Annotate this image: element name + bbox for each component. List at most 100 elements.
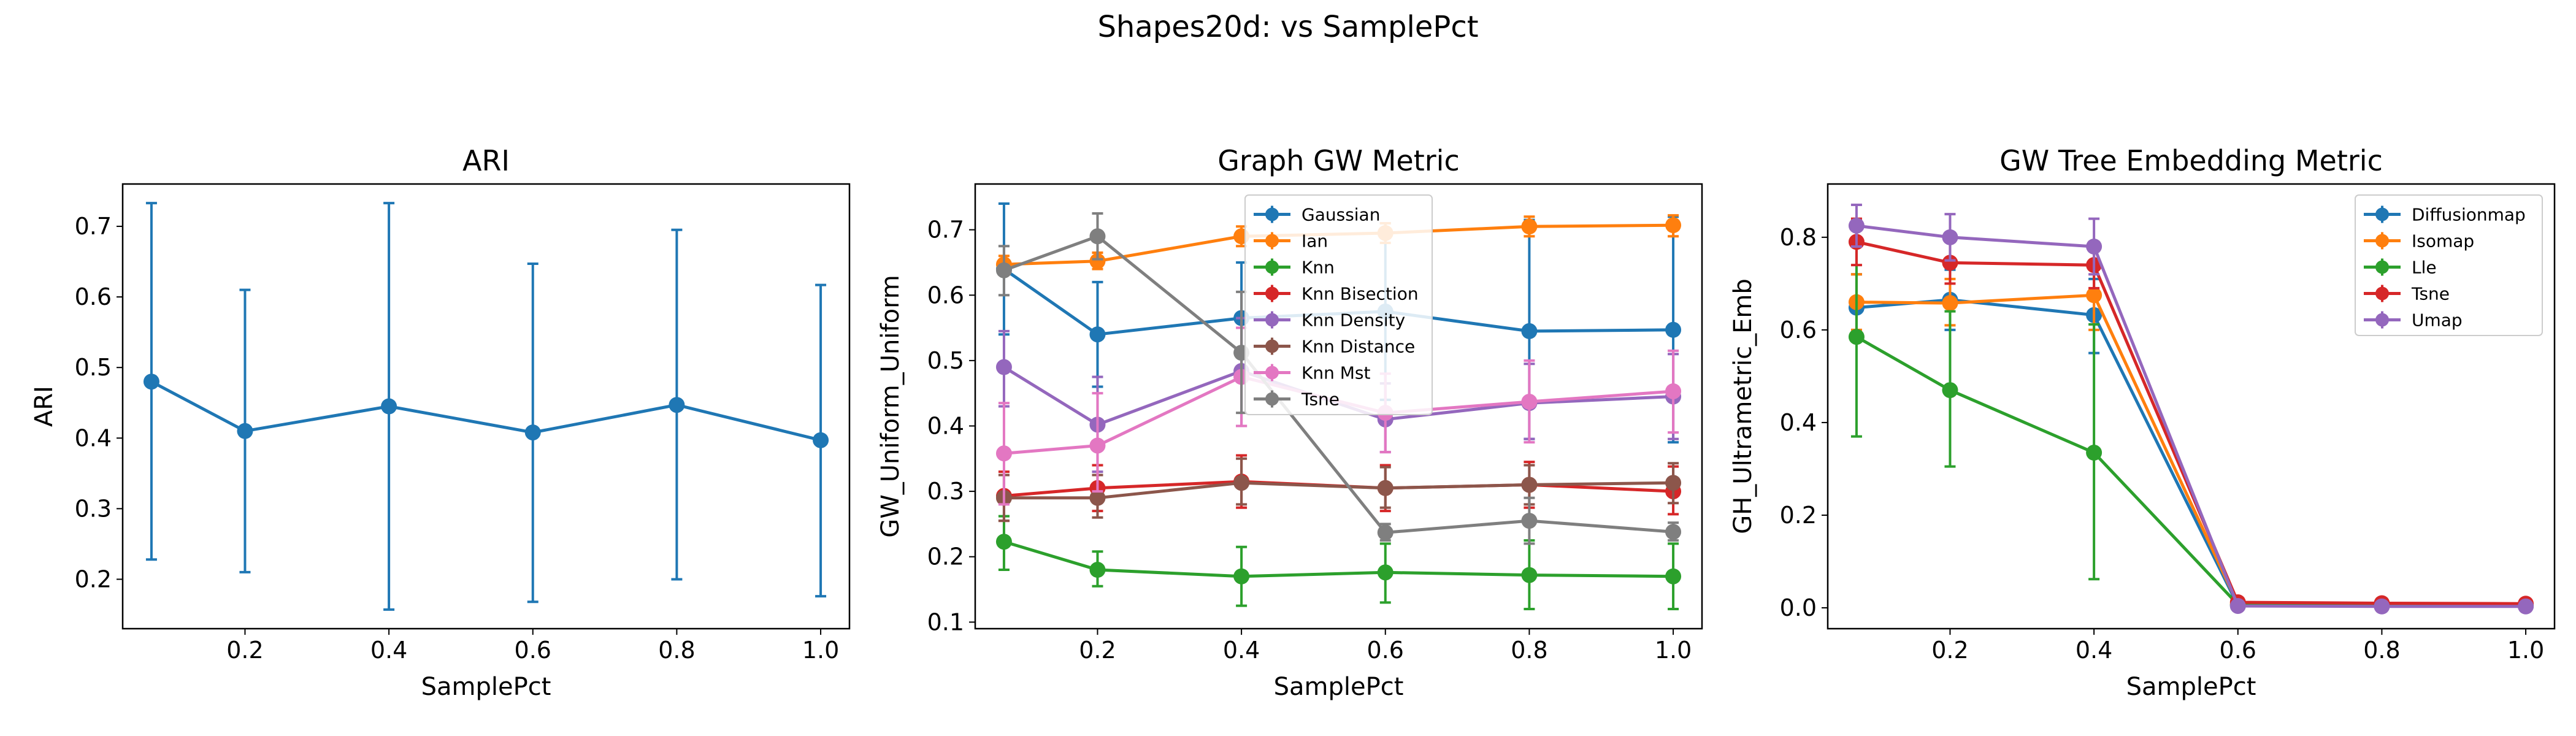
data-point [1089, 326, 1106, 343]
data-point [1848, 217, 1865, 234]
legend-item: Knn Distance [1254, 337, 1415, 357]
legend-item: Tsne [1254, 389, 1340, 410]
panel-title: ARI [462, 144, 510, 177]
panel-title: GW Tree Embedding Metric [1999, 144, 2383, 177]
data-point [813, 432, 829, 448]
legend-label: Knn [1301, 258, 1335, 278]
legend-item: Ian [1254, 231, 1328, 251]
data-point [1233, 568, 1250, 585]
data-point [1942, 229, 1958, 245]
y-axis-label: GH_Ultrametric_Emb [1729, 278, 1757, 534]
legend: Diffusionmap Isomap Lle Tsne Umap [2355, 194, 2543, 336]
data-point [1233, 475, 1250, 491]
data-point [2229, 597, 2246, 614]
legend-label: Knn Distance [1301, 337, 1415, 357]
y-tick-label: 0.5 [75, 354, 112, 381]
x-axis-label: SamplePct [421, 673, 551, 701]
legend-label: Umap [2412, 310, 2463, 331]
x-axis-label: SamplePct [2126, 673, 2256, 701]
plot-series [143, 202, 829, 611]
data-point [1848, 329, 1865, 345]
series-knn [995, 515, 1682, 611]
legend-label: Tsne [2411, 284, 2450, 304]
figure-suptitle: Shapes20d: vs SamplePct [1097, 10, 1478, 44]
series-line [150, 380, 821, 442]
x-tick-label: 0.8 [2363, 637, 2400, 664]
data-point [2086, 287, 2103, 304]
x-tick-label: 1.0 [1655, 637, 1692, 664]
plot-series [995, 202, 1682, 611]
x-tick-label: 0.2 [1931, 637, 1968, 664]
data-point [1377, 480, 1393, 496]
legend-item: Knn [1254, 258, 1335, 278]
data-point [1377, 524, 1393, 541]
legend-item: Knn Density [1254, 310, 1405, 331]
y-tick-label: 0.2 [75, 565, 112, 592]
axis-ticks: 0.2 0.4 0.6 0.8 1.0 0.1 0.2 0.3 0.4 0.5 0.6 0.7 [927, 217, 1692, 664]
axis-ticks: 0.2 0.4 0.6 0.8 1.0 0.0 0.2 0.4 0.6 0.8 [1780, 224, 2545, 664]
data-point [1665, 217, 1682, 234]
x-tick-label: 0.4 [1223, 637, 1260, 664]
legend-swatch-marker [1265, 207, 1279, 221]
data-point [1665, 383, 1682, 399]
legend-swatch-marker [1265, 392, 1279, 406]
legend-label: Knn Density [1301, 310, 1405, 331]
x-tick-label: 0.4 [2076, 637, 2112, 664]
x-tick-label: 0.6 [1367, 637, 1404, 664]
data-point [1521, 513, 1538, 529]
data-point [1377, 564, 1393, 581]
legend-swatch-marker [1265, 366, 1279, 380]
data-point [1089, 437, 1106, 454]
y-tick-label: 0.7 [75, 213, 112, 240]
data-point [1665, 321, 1682, 338]
legend-swatch-marker [2375, 234, 2389, 248]
data-point [1089, 253, 1106, 269]
panels: ARI 0.2 0.4 0.6 0.8 1.0 0.2 0.3 0.4 0.5 0.6 0.7 Samp… [30, 144, 2556, 701]
y-tick-label: 0.2 [927, 543, 964, 570]
panel-1: ARI 0.2 0.4 0.6 0.8 1.0 0.2 0.3 0.4 0.5 0.6 0.7 Samp… [30, 144, 851, 701]
legend-item: Tsne [2364, 284, 2450, 304]
data-point [1665, 524, 1682, 540]
legend-swatch-marker [1265, 313, 1279, 327]
series-line [1003, 234, 1674, 534]
series-line [1856, 224, 2526, 608]
y-tick-label: 0.2 [1780, 502, 1817, 529]
x-tick-label: 0.2 [1079, 637, 1116, 664]
legend-item: Knn Bisection [1254, 284, 1419, 304]
axes-frame [974, 183, 1703, 630]
data-point [237, 423, 253, 439]
y-tick-label: 0.5 [927, 347, 964, 374]
y-tick-label: 0.6 [927, 282, 964, 309]
y-axis-label: GW_Uniform_Uniform [876, 275, 905, 538]
data-point [2518, 598, 2534, 615]
legend-swatch-marker [1265, 286, 1279, 301]
legend-label: Tsne [1301, 389, 1340, 410]
legend-item: Diffusionmap [2364, 205, 2526, 225]
y-axis-label: ARI [30, 386, 58, 427]
data-point [143, 374, 159, 390]
legend-item: Gaussian [1254, 205, 1380, 225]
data-point [1089, 228, 1106, 245]
axes-frame [121, 183, 851, 630]
data-point [381, 398, 397, 415]
legend-swatch-marker [1265, 339, 1279, 353]
y-tick-label: 0.3 [927, 478, 964, 505]
y-tick-label: 0.4 [75, 424, 112, 451]
data-point [1521, 394, 1538, 410]
series-line [1856, 240, 2526, 605]
series-ari [143, 202, 829, 611]
data-point [1089, 489, 1106, 506]
legend-item: Knn Mst [1254, 363, 1371, 383]
series-umap [1848, 203, 2534, 615]
x-tick-label: 1.0 [802, 637, 839, 664]
y-tick-label: 0.1 [927, 608, 964, 635]
x-tick-label: 0.8 [658, 637, 695, 664]
data-point [2086, 238, 2103, 255]
data-point [1521, 567, 1538, 583]
data-point [995, 262, 1012, 278]
legend-label: Diffusionmap [2412, 205, 2526, 225]
data-point [669, 397, 685, 413]
